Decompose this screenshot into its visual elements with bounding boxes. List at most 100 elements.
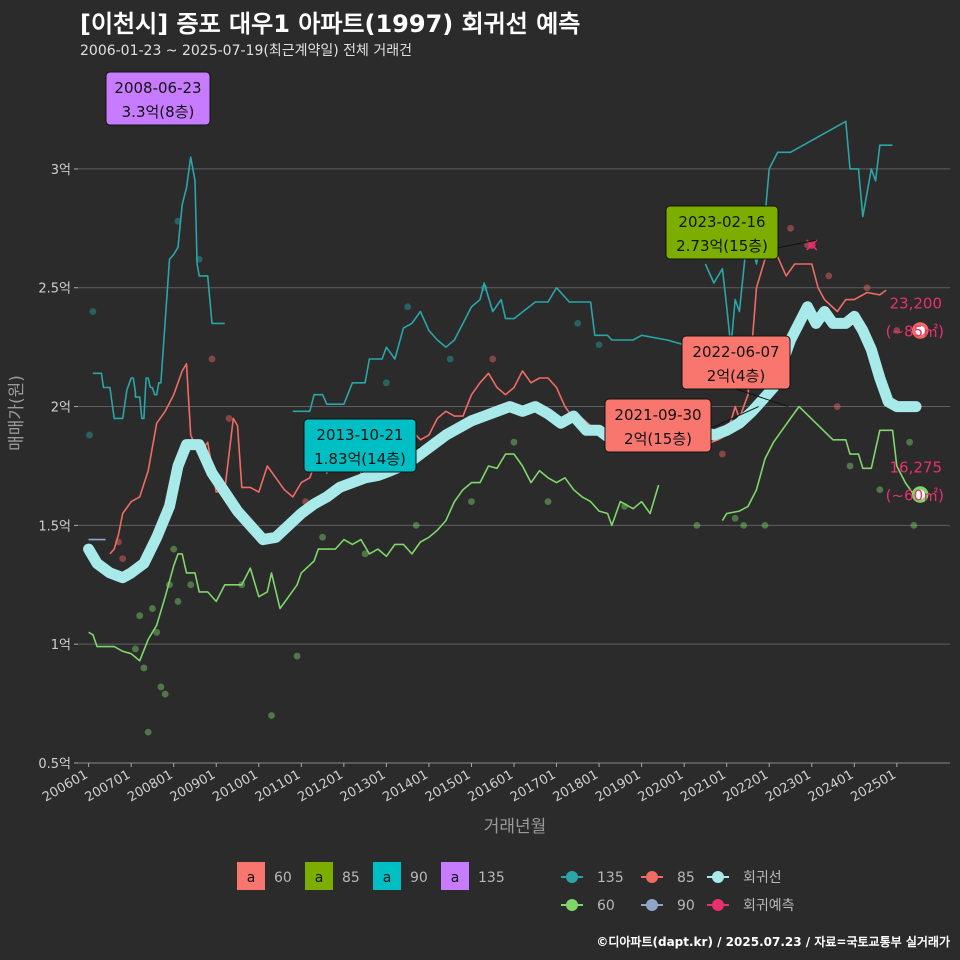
legend-marker bbox=[566, 899, 578, 911]
legend-swatch bbox=[441, 862, 469, 890]
annotation-value: 1.83억(14층) bbox=[314, 450, 406, 468]
data-point bbox=[893, 327, 901, 334]
legend-label: 85 bbox=[342, 870, 360, 886]
legend-swatch bbox=[373, 862, 401, 890]
annotation-box bbox=[105, 71, 211, 126]
data-point bbox=[574, 319, 582, 327]
data-point bbox=[833, 403, 841, 410]
data-point bbox=[693, 521, 701, 529]
annotation-value: 2억(4층) bbox=[707, 367, 765, 385]
x-tick-label: 202001 bbox=[636, 767, 686, 805]
data-point bbox=[510, 438, 518, 446]
annotation-leader bbox=[735, 388, 789, 408]
legend-label: 85 bbox=[677, 870, 695, 886]
data-point bbox=[412, 521, 420, 529]
data-point bbox=[170, 545, 178, 553]
legend-swatch bbox=[237, 862, 265, 890]
annotation-date: 2022-06-07 bbox=[692, 343, 779, 361]
end-point-marker bbox=[911, 486, 929, 503]
chart-title: [이천시] 증포 대우1 아파트(1997) 회귀선 예측 bbox=[80, 10, 581, 38]
data-point bbox=[174, 598, 182, 605]
x-tick-label: 201501 bbox=[423, 767, 473, 805]
data-point bbox=[208, 355, 216, 363]
data-point bbox=[404, 303, 412, 311]
annotation-box bbox=[681, 335, 791, 390]
data-point bbox=[382, 379, 390, 387]
legend-label: 60 bbox=[274, 870, 292, 886]
legend-marker bbox=[646, 871, 658, 883]
y-tick-label: 0.5억 bbox=[38, 757, 71, 772]
legend-key-glyph: a bbox=[247, 870, 256, 886]
data-point bbox=[740, 521, 748, 529]
data-point bbox=[595, 341, 603, 349]
annotation-date: 2021-09-30 bbox=[614, 406, 701, 424]
data-point bbox=[731, 514, 739, 522]
data-point bbox=[910, 521, 918, 529]
series-line-90 bbox=[92, 156, 225, 420]
legend-label: 회귀예측 bbox=[743, 898, 795, 914]
legend-marker bbox=[712, 871, 724, 883]
legend-key-glyph: a bbox=[451, 870, 460, 886]
data-point bbox=[293, 652, 301, 660]
data-point bbox=[119, 555, 127, 563]
legend-label: 90 bbox=[677, 898, 695, 914]
data-point bbox=[319, 533, 326, 541]
x-tick-label: 201301 bbox=[338, 767, 388, 805]
end-point-marker bbox=[911, 322, 929, 339]
x-tick-label: 201701 bbox=[508, 767, 558, 805]
x-tick-label: 201601 bbox=[466, 767, 516, 805]
data-point bbox=[876, 486, 884, 494]
end-point-area: (~85㎡) bbox=[886, 323, 944, 341]
legend-label: 135 bbox=[478, 870, 505, 886]
y-tick-label: 1억 bbox=[51, 638, 71, 653]
x-tick-label: 201401 bbox=[380, 767, 430, 805]
data-point bbox=[157, 683, 165, 691]
legend-key-glyph: a bbox=[383, 870, 392, 886]
x-tick-label: 202501 bbox=[848, 767, 898, 805]
x-tick-label: 201001 bbox=[210, 767, 260, 805]
x-tick-label: 202301 bbox=[763, 767, 813, 805]
data-point bbox=[161, 690, 169, 698]
data-point bbox=[544, 498, 552, 506]
x-tick-label: 201101 bbox=[253, 767, 303, 805]
end-point-value: 16,275 bbox=[890, 458, 943, 476]
x-tick-label: 200701 bbox=[83, 767, 133, 805]
x-tick-label: 201201 bbox=[295, 767, 345, 805]
y-tick-label: 3억 bbox=[51, 163, 71, 178]
y-tick-label: 1.5억 bbox=[38, 519, 71, 534]
legend-label: 90 bbox=[410, 870, 428, 886]
chart-subtitle: 2006-01-23 ~ 2025-07-19(최근계약일) 전체 거래건 bbox=[80, 43, 412, 59]
x-tick-label: 200901 bbox=[168, 767, 218, 805]
annotation-box bbox=[303, 418, 417, 473]
data-point bbox=[719, 450, 726, 458]
series-lines bbox=[83, 120, 922, 662]
x-tick-label: 201801 bbox=[551, 767, 601, 805]
series-line-90 bbox=[292, 282, 702, 413]
annotation-value: 3.3억(8층) bbox=[122, 103, 195, 121]
legend-key-glyph: a bbox=[315, 870, 324, 886]
data-point bbox=[153, 628, 161, 636]
data-point bbox=[89, 308, 97, 315]
data-point bbox=[86, 431, 93, 439]
data-point bbox=[225, 415, 233, 422]
data-point bbox=[140, 664, 148, 672]
legend-marker bbox=[712, 899, 724, 911]
y-tick-label: 2억 bbox=[51, 401, 71, 416]
x-tick-label: 200801 bbox=[125, 767, 175, 805]
data-point bbox=[149, 605, 156, 612]
data-point bbox=[144, 728, 152, 736]
x-tick-label: 202101 bbox=[678, 767, 728, 805]
data-point bbox=[863, 284, 871, 292]
annotation-box bbox=[665, 205, 779, 260]
x-axis: 2006012007012008012009012010012011012012… bbox=[40, 762, 950, 805]
data-point bbox=[361, 550, 369, 558]
data-point bbox=[489, 355, 497, 363]
data-point bbox=[446, 355, 454, 363]
data-point bbox=[787, 224, 794, 232]
legend-swatch bbox=[305, 862, 333, 890]
data-point bbox=[906, 438, 913, 446]
legend-label: 135 bbox=[597, 870, 624, 886]
end-point-area: (~60㎡) bbox=[886, 486, 944, 504]
data-point bbox=[136, 612, 144, 620]
